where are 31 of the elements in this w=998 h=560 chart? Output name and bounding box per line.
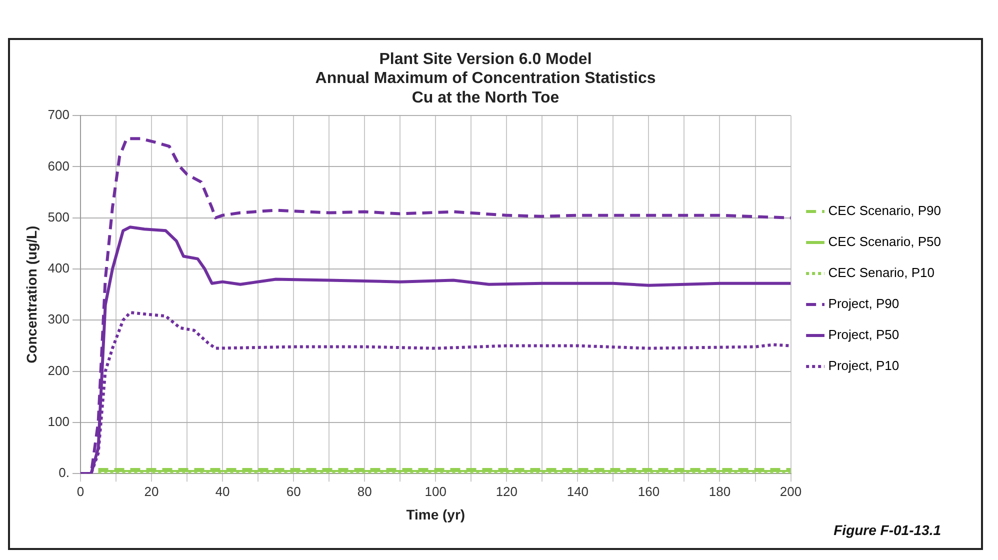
y-tick-label: 0. [58, 465, 70, 480]
x-tick-label: 140 [566, 484, 589, 499]
y-tick-label: 600 [48, 158, 70, 174]
x-tick-label: 100 [424, 484, 446, 499]
text: Cu at the North Toe [412, 89, 560, 106]
y-tick-label: 300 [48, 312, 70, 327]
legend-label: Project, P50 [828, 327, 900, 342]
x-tick-label: 180 [708, 484, 731, 499]
x-tick-label: 0 [76, 484, 84, 499]
x-tick-label: 20 [144, 484, 159, 499]
y-tick-label: 100 [48, 414, 70, 430]
legend-label: Project, P10 [828, 358, 900, 374]
x-tick-label: 160 [638, 484, 660, 499]
legend-label: CEC Senario, P10 [828, 265, 935, 280]
y-tick-label: 400 [48, 260, 70, 276]
x-tick-label: 40 [215, 484, 230, 499]
y-tick-label: 700 [48, 107, 70, 122]
y-tick-label: 500 [48, 209, 70, 224]
y-axis-title: Concentration (ug/L) [23, 226, 40, 364]
legend-label: CEC Scenario, P50 [828, 234, 942, 250]
text: Figure F-01-13.1 [834, 522, 941, 538]
x-tick-label: 80 [357, 484, 372, 499]
y-tick-label: 200 [48, 362, 70, 378]
x-axis-title: Time (yr) [406, 506, 466, 522]
x-tick-label: 200 [780, 484, 802, 499]
x-tick-label: 120 [496, 484, 518, 499]
legend-label: Project, P90 [828, 296, 900, 312]
text: Plant Site Version 6.0 Model [379, 51, 592, 68]
text: Annual Maximum of Concentration Statistics [315, 70, 656, 88]
legend-label: CEC Scenario, P90 [828, 203, 942, 218]
x-tick-label: 60 [286, 484, 301, 499]
